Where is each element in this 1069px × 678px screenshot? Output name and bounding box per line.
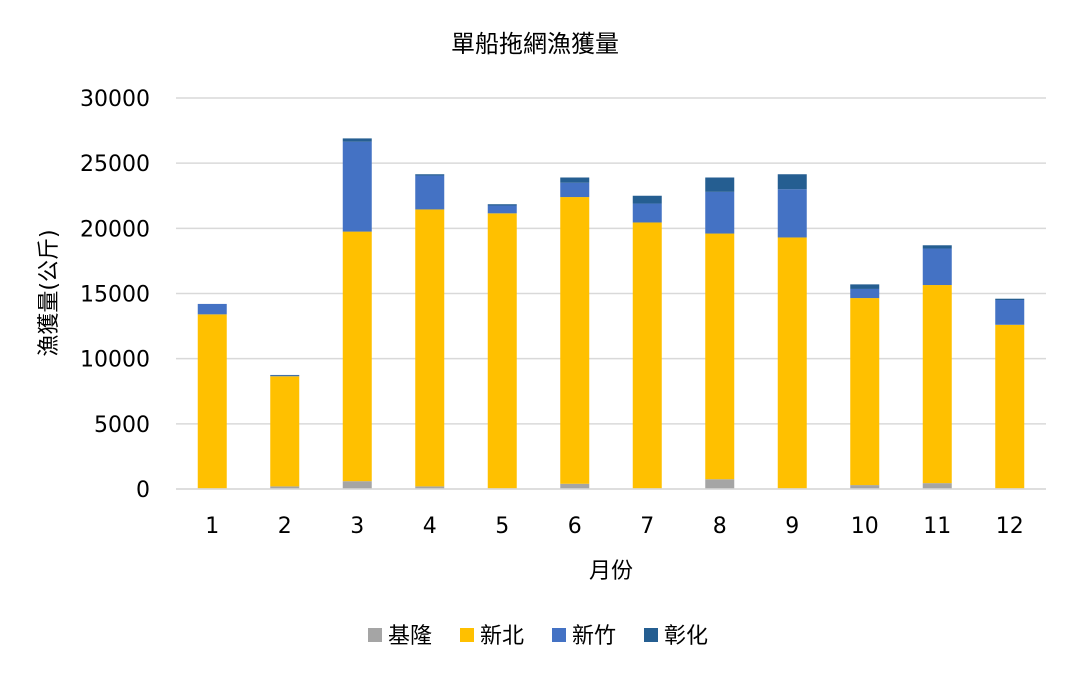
bar-segment-m2-s2 <box>270 375 300 377</box>
legend-label: 基隆 <box>388 624 432 649</box>
legend-swatch <box>644 628 658 642</box>
bar-segment-m3-s0 <box>342 481 372 489</box>
bar-segment-m7-s2 <box>632 203 662 223</box>
bar-segment-m6-s0 <box>560 483 590 489</box>
bar-segment-m3-s2 <box>342 141 372 232</box>
x-tick-label: 9 <box>785 514 799 539</box>
bar-segment-m2-s1 <box>270 376 300 487</box>
legend: 基隆 新北 新竹 彰化 <box>368 624 708 649</box>
x-tick-label: 5 <box>495 514 509 539</box>
bar-segment-m11-s0 <box>922 483 952 489</box>
x-tick-label: 6 <box>568 514 582 539</box>
x-tick-label: 4 <box>423 514 437 539</box>
y-tick-label: 15000 <box>80 283 150 308</box>
x-tick-label: 2 <box>278 514 292 539</box>
legend-label: 新竹 <box>572 624 616 649</box>
bar-segment-m7-s1 <box>632 222 662 489</box>
chart-title: 單船拖網漁獲量 <box>451 30 619 58</box>
bar-segment-m12-s2 <box>995 300 1025 325</box>
bars <box>197 138 1025 489</box>
bar-segment-m6-s1 <box>560 197 590 484</box>
legend-swatch <box>368 628 382 642</box>
bar-segment-m11-s2 <box>922 248 952 286</box>
x-axis-label: 月份 <box>589 559 633 584</box>
bar-segment-m1-s1 <box>197 314 227 489</box>
bar-segment-m9-s1 <box>777 237 807 489</box>
y-axis-label: 漁獲量(公斤) <box>37 229 62 356</box>
bar-segment-m4-s3 <box>415 174 445 176</box>
y-tick-label: 30000 <box>80 87 150 112</box>
bar-segment-m7-s3 <box>632 195 662 204</box>
bar-segment-m11-s3 <box>922 245 952 249</box>
bar-segment-m5-s3 <box>487 204 517 206</box>
x-tick-label: 7 <box>640 514 654 539</box>
bar-segment-m3-s1 <box>342 231 372 482</box>
y-tick-label: 0 <box>136 478 150 503</box>
legend-swatch <box>460 628 474 642</box>
bar-segment-m10-s0 <box>850 485 880 489</box>
bar-segment-m8-s0 <box>705 479 735 489</box>
bar-segment-m5-s2 <box>487 205 517 214</box>
bar-segment-m4-s2 <box>415 175 445 210</box>
bar-segment-m10-s2 <box>850 288 880 299</box>
x-tick-label: 3 <box>350 514 364 539</box>
bar-segment-m10-s3 <box>850 284 880 289</box>
x-tick-label: 10 <box>851 514 879 539</box>
bar-segment-m12-s1 <box>995 324 1025 489</box>
y-tick-label: 5000 <box>94 413 150 438</box>
bar-segment-m6-s2 <box>560 182 590 198</box>
gridlines <box>176 97 1046 490</box>
x-axis-ticks: 1 2 3 4 5 6 7 8 9 10 11 12 <box>176 488 1046 539</box>
y-tick-label: 10000 <box>80 348 150 373</box>
bar-segment-m1-s2 <box>197 303 227 315</box>
bar-segment-m12-s3 <box>995 298 1025 301</box>
bar-segment-m8-s3 <box>705 177 735 192</box>
bar-segment-m5-s1 <box>487 213 517 489</box>
bar-segment-m6-s3 <box>560 177 590 183</box>
legend-swatch <box>552 628 566 642</box>
bar-segment-m2-s0 <box>270 486 300 489</box>
y-axis-ticks: 0 5000 10000 15000 20000 25000 30000 <box>80 87 150 503</box>
bar-segment-m2-s3 <box>270 374 300 376</box>
legend-label: 新北 <box>480 624 524 649</box>
bar-segment-m4-s0 <box>415 486 445 489</box>
bar-segment-m4-s1 <box>415 209 445 487</box>
x-tick-label: 11 <box>923 514 951 539</box>
bar-segment-m8-s2 <box>705 191 735 234</box>
bar-segment-m3-s3 <box>342 138 372 142</box>
bar-segment-m9-s3 <box>777 174 807 190</box>
bar-segment-m9-s2 <box>777 189 807 238</box>
y-tick-label: 25000 <box>80 152 150 177</box>
legend-label: 彰化 <box>664 624 708 649</box>
x-tick-label: 12 <box>996 514 1024 539</box>
bar-segment-m11-s1 <box>922 285 952 484</box>
bar-segment-m10-s1 <box>850 298 880 486</box>
x-tick-label: 1 <box>205 514 219 539</box>
y-tick-label: 20000 <box>80 217 150 242</box>
bar-segment-m8-s1 <box>705 233 735 480</box>
x-tick-label: 8 <box>713 514 727 539</box>
